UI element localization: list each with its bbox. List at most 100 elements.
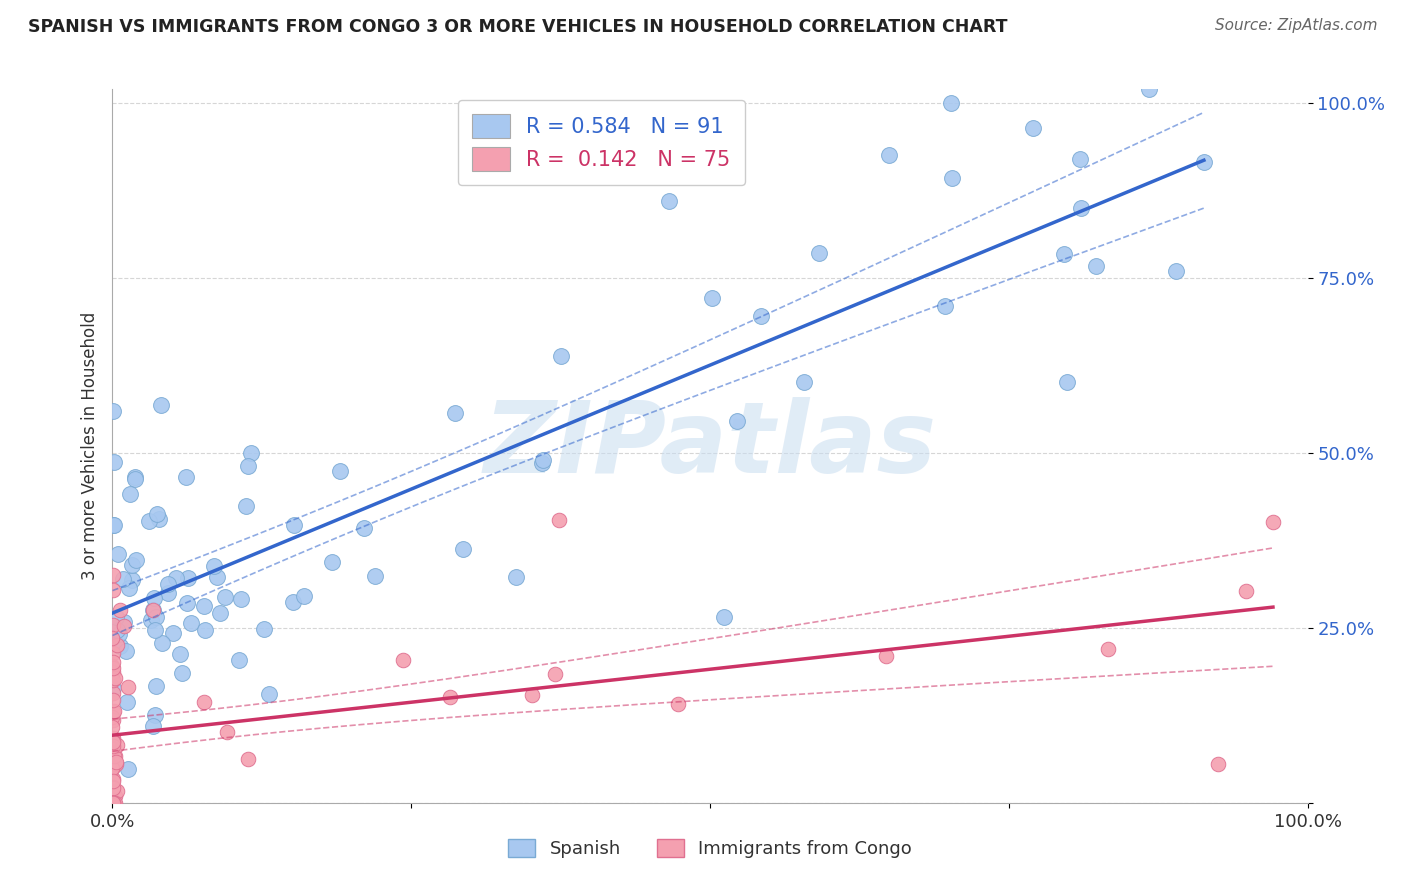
Point [101,673,124,687]
Point [101,796,124,810]
Point [1166,264,1188,278]
Point [101,404,124,418]
Point [520,689,543,703]
Point [1206,757,1229,772]
Point [108,603,131,617]
Text: Source: ZipAtlas.com: Source: ZipAtlas.com [1215,18,1378,33]
Point [145,624,167,638]
Point [700,291,723,305]
Point [103,796,125,810]
Point [877,148,900,162]
Point [666,697,689,711]
Point [103,742,125,756]
Point [103,789,125,803]
Point [103,749,125,764]
Point [103,772,125,786]
Point [101,796,124,810]
Point [101,655,124,669]
Point [143,707,166,722]
Point [118,487,141,501]
Point [103,681,125,695]
Point [292,589,315,603]
Point [143,591,166,606]
Point [142,603,165,617]
Point [283,518,305,533]
Point [101,796,124,810]
Point [111,572,134,586]
Point [101,794,124,808]
Point [101,735,124,749]
Y-axis label: 3 or more Vehicles in Household: 3 or more Vehicles in Household [80,312,98,580]
Point [112,618,135,632]
Point [105,783,128,797]
Point [531,456,554,470]
Point [934,299,956,313]
Point [228,652,250,666]
Point [103,796,125,810]
Point [193,623,215,637]
Point [121,558,143,573]
Point [101,796,124,810]
Point [101,780,124,794]
Point [193,695,215,709]
Point [1097,642,1119,657]
Point [101,518,124,533]
Point [101,796,124,810]
Point [208,606,231,620]
Point [353,521,375,535]
Point [101,760,124,774]
Point [439,690,461,705]
Point [101,796,124,810]
Point [124,472,146,486]
Point [329,464,352,478]
Point [145,679,167,693]
Point [162,625,184,640]
Point [1137,82,1160,96]
Point [505,570,527,584]
Point [103,796,125,810]
Point [177,571,200,585]
Legend: Spanish, Immigrants from Congo: Spanish, Immigrants from Congo [501,831,920,865]
Point [101,710,124,724]
Point [876,648,898,663]
Point [103,618,125,632]
Point [101,796,124,810]
Point [101,796,124,810]
Point [172,666,194,681]
Point [180,615,202,630]
Point [104,796,127,810]
Point [117,680,139,694]
Point [105,623,128,637]
Point [1069,152,1091,166]
Point [236,751,259,765]
Point [444,406,467,420]
Point [104,749,127,764]
Point [101,761,124,775]
Point [169,648,191,662]
Point [531,453,554,467]
Point [105,638,128,652]
Point [103,704,125,718]
Point [145,610,167,624]
Point [101,732,124,747]
Point [103,665,125,679]
Point [1070,201,1092,215]
Point [658,194,681,209]
Text: ZIPatlas: ZIPatlas [484,398,936,494]
Point [101,714,124,728]
Point [236,459,259,474]
Point [1192,155,1215,169]
Point [150,398,173,412]
Point [253,622,276,636]
Point [107,547,129,561]
Point [101,739,124,753]
Point [101,646,124,660]
Point [548,513,571,527]
Point [257,687,280,701]
Point [101,781,124,796]
Point [108,640,131,654]
Point [117,695,139,709]
Point [107,626,129,640]
Point [115,644,138,658]
Point [725,414,748,428]
